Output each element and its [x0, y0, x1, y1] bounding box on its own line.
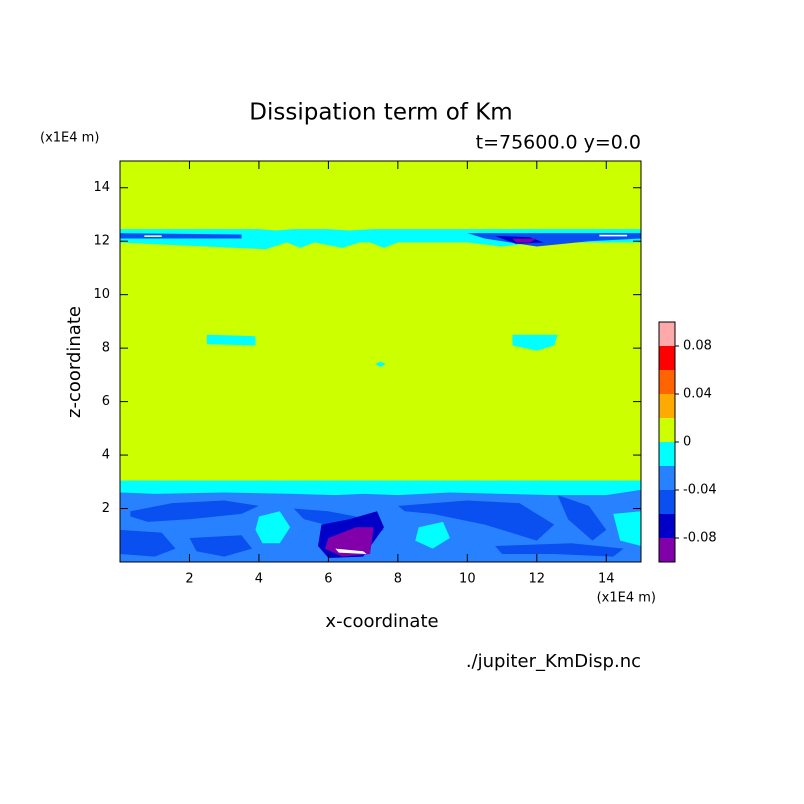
contour-region [495, 543, 624, 557]
y-axis-label: z-coordinate [64, 306, 85, 418]
x-tick-label: 14 [598, 572, 615, 587]
y-tick-label: 10 [93, 287, 110, 302]
contour-region [206, 334, 256, 346]
axes: 2 4 6 8 10 12 14 2 4 6 8 10 12 14 -0.08 -0.04 0 0.04 0.08 [93, 160, 717, 587]
contour-region [120, 529, 176, 557]
y-tick-label: 12 [93, 234, 110, 249]
contour-region [130, 500, 259, 522]
plot-area [120, 161, 641, 562]
x-tick-label: 4 [255, 572, 263, 587]
subtitle: t=75600.0 y=0.0 [476, 132, 641, 154]
contour-region [335, 548, 367, 554]
colorbar-band [659, 418, 675, 442]
colorbar-tick-label: 0.08 [683, 339, 712, 354]
colorbar-band [659, 346, 675, 370]
x-tick-label: 6 [324, 572, 332, 587]
x-axis-label: x-coordinate [325, 611, 438, 632]
colorbar-tick-label: 0.04 [683, 387, 712, 402]
contour-region [189, 535, 252, 557]
contour-region [512, 238, 537, 243]
y-tick-label: 4 [102, 448, 110, 463]
contour-region [255, 511, 291, 544]
contour-region [613, 511, 641, 546]
contour-region [120, 233, 242, 239]
colorbar-band [659, 490, 675, 514]
chart-title: Dissipation term of Km [249, 100, 512, 126]
colorbar-tick-label: -0.08 [683, 531, 717, 546]
contour-region [375, 361, 386, 367]
colorbar-band [659, 514, 675, 538]
colorbar-band [659, 394, 675, 418]
x-unit: (x1E4 m) [597, 591, 656, 606]
colorbar-band [659, 466, 675, 490]
colorbar-tick-label: -0.04 [683, 483, 717, 498]
colorbar-band [659, 370, 675, 394]
y-tick-label: 6 [102, 394, 110, 409]
y-tick-label: 2 [102, 501, 110, 516]
y-tick-label: 8 [102, 341, 110, 356]
contour-region [144, 235, 162, 237]
contour-region [512, 334, 558, 351]
x-tick-label: 8 [394, 572, 402, 587]
x-tick-label: 2 [185, 572, 193, 587]
y-tick-label: 14 [93, 180, 110, 195]
y-unit: (x1E4 m) [40, 131, 99, 146]
source-label: ./jupiter_KmDisp.nc [466, 651, 641, 672]
contour-region [415, 521, 450, 549]
colorbar-band [659, 322, 675, 346]
colorbar-tick-label: 0 [683, 435, 691, 450]
x-tick-label: 10 [459, 572, 476, 587]
plot-frame [119, 160, 642, 563]
colorbar-band [659, 442, 675, 466]
contour-region [397, 500, 555, 541]
x-tick-label: 12 [529, 572, 546, 587]
colorbar-band [659, 538, 675, 562]
contour-region [557, 495, 607, 541]
contour-region [599, 234, 628, 237]
